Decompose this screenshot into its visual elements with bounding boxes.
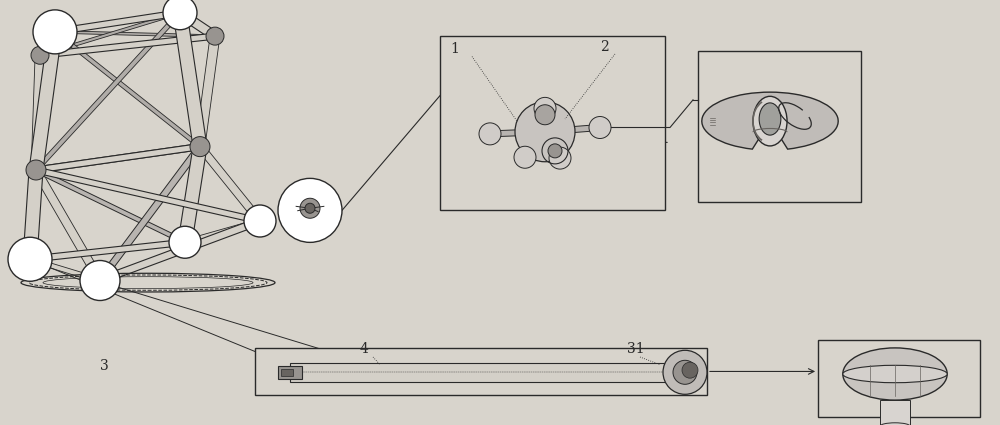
Polygon shape — [195, 146, 265, 222]
Polygon shape — [182, 219, 263, 244]
Polygon shape — [27, 258, 103, 282]
Ellipse shape — [514, 146, 536, 168]
Bar — [278, 366, 302, 379]
Bar — [440, 36, 665, 210]
Wedge shape — [702, 92, 838, 149]
Polygon shape — [38, 12, 182, 56]
Ellipse shape — [169, 226, 201, 258]
Text: 1: 1 — [450, 42, 459, 56]
Polygon shape — [34, 144, 202, 173]
Text: 3: 3 — [100, 359, 109, 373]
Ellipse shape — [305, 203, 315, 213]
Polygon shape — [544, 125, 601, 135]
Polygon shape — [174, 11, 221, 38]
Ellipse shape — [190, 136, 210, 157]
Ellipse shape — [300, 198, 320, 218]
Ellipse shape — [549, 147, 571, 169]
Ellipse shape — [534, 97, 556, 119]
Ellipse shape — [80, 261, 120, 300]
Ellipse shape — [589, 116, 611, 139]
Bar — [865, 371, 925, 377]
Polygon shape — [28, 239, 187, 262]
Polygon shape — [33, 169, 188, 244]
Bar — [255, 348, 707, 395]
Bar — [281, 369, 293, 376]
Bar — [698, 51, 861, 202]
Polygon shape — [33, 12, 183, 170]
Ellipse shape — [206, 27, 224, 45]
Polygon shape — [53, 10, 182, 35]
Polygon shape — [38, 33, 217, 58]
Bar — [290, 363, 673, 382]
Ellipse shape — [753, 96, 787, 146]
Ellipse shape — [8, 237, 52, 281]
Bar — [880, 400, 910, 425]
Polygon shape — [178, 147, 207, 242]
Ellipse shape — [479, 123, 501, 145]
Polygon shape — [29, 32, 62, 170]
Polygon shape — [33, 167, 263, 224]
Polygon shape — [489, 129, 546, 137]
Ellipse shape — [673, 360, 697, 384]
Polygon shape — [173, 13, 207, 147]
Ellipse shape — [682, 362, 698, 378]
Ellipse shape — [31, 46, 49, 64]
Polygon shape — [539, 131, 566, 159]
Polygon shape — [23, 170, 43, 259]
Text: 2: 2 — [600, 40, 609, 54]
Ellipse shape — [843, 348, 947, 400]
Polygon shape — [195, 36, 220, 147]
Bar — [818, 340, 980, 417]
Polygon shape — [34, 144, 202, 173]
Text: 31: 31 — [627, 342, 645, 356]
Polygon shape — [96, 146, 204, 281]
Polygon shape — [539, 108, 551, 132]
Ellipse shape — [759, 103, 781, 135]
Polygon shape — [31, 170, 105, 281]
Text: 4: 4 — [360, 342, 369, 356]
Ellipse shape — [33, 10, 77, 54]
Ellipse shape — [843, 366, 947, 382]
Polygon shape — [95, 219, 265, 283]
Ellipse shape — [278, 178, 342, 242]
Ellipse shape — [663, 350, 707, 394]
Ellipse shape — [26, 160, 46, 180]
Polygon shape — [52, 31, 203, 147]
Ellipse shape — [515, 102, 575, 162]
Ellipse shape — [548, 144, 562, 158]
Ellipse shape — [535, 105, 555, 125]
Polygon shape — [33, 31, 62, 56]
Ellipse shape — [244, 205, 276, 237]
Ellipse shape — [163, 0, 197, 30]
Ellipse shape — [880, 423, 910, 425]
Polygon shape — [55, 31, 215, 37]
Polygon shape — [31, 55, 45, 170]
Polygon shape — [519, 131, 551, 158]
